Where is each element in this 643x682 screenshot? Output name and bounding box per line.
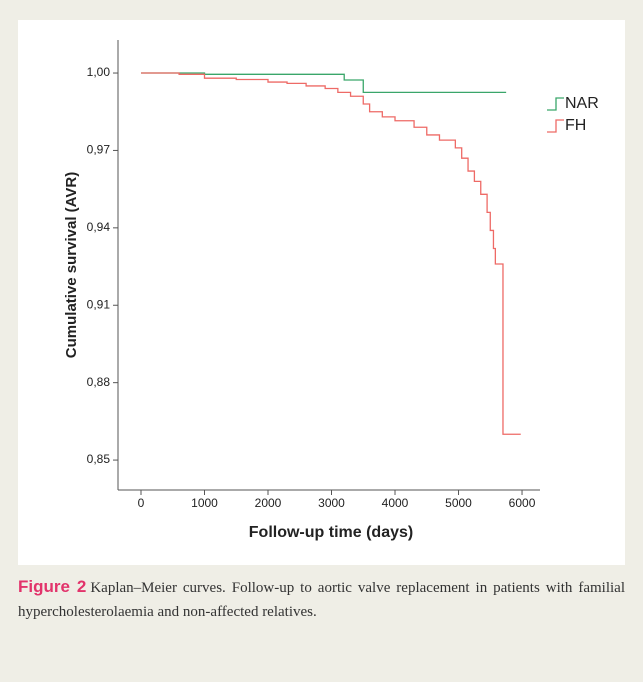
x-tick-label: 4000 xyxy=(382,496,409,510)
x-axis-title: Follow-up time (days) xyxy=(249,524,413,541)
y-tick-label: 0,91 xyxy=(87,297,111,311)
figure-panel xyxy=(18,20,625,565)
y-tick-label: 0,94 xyxy=(87,220,111,234)
x-tick-label: 6000 xyxy=(509,496,536,510)
x-tick-label: 3000 xyxy=(318,496,345,510)
survival-curve xyxy=(140,72,507,94)
legend-label: FH xyxy=(565,117,586,134)
chart: Cumulative survival (AVR) Follow-up time… xyxy=(63,40,599,541)
legend-swatch xyxy=(547,119,564,133)
y-axis-title: Cumulative survival (AVR) xyxy=(63,172,80,358)
survival-curve xyxy=(140,72,521,435)
caption: Figure 2 Kaplan–Meier curves. Follow-up t… xyxy=(18,575,625,624)
legend-label: NAR xyxy=(565,95,599,112)
y-tick-label: 0,85 xyxy=(87,452,111,466)
legend-swatch xyxy=(547,97,564,111)
y-tick-label: 0,88 xyxy=(87,375,111,389)
x-tick-label: 5000 xyxy=(445,496,472,510)
figure-label: Figure 2 xyxy=(18,577,87,596)
x-tick-label: 0 xyxy=(138,496,145,510)
caption-text: Kaplan–Meier curves. Follow-up to aortic… xyxy=(18,580,625,620)
y-tick-label: 0,97 xyxy=(87,143,111,157)
y-tick-label: 1,00 xyxy=(87,65,111,79)
x-tick-label: 1000 xyxy=(191,496,218,510)
x-tick-label: 2000 xyxy=(255,496,282,510)
